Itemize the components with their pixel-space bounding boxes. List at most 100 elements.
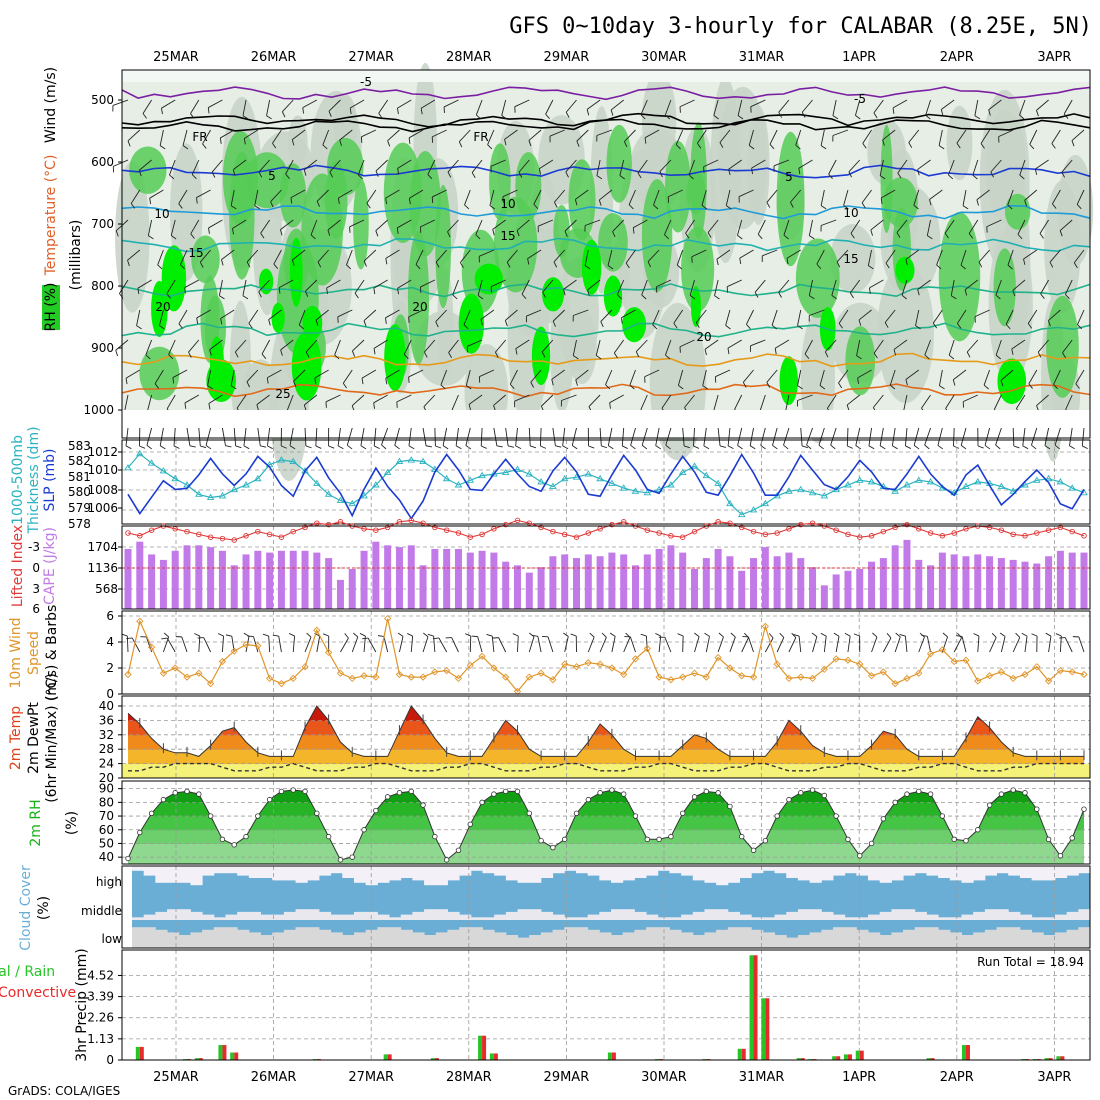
wind-barb-flag	[357, 174, 363, 180]
precip-ylabel-b: Convective	[0, 985, 76, 1001]
wind-barb	[1073, 249, 1085, 263]
wind-barb	[351, 394, 365, 407]
cloud-cell	[1066, 911, 1079, 920]
wind-barb-flag	[232, 169, 236, 176]
precip-total-bar	[749, 955, 754, 1060]
wind-barb	[415, 249, 424, 265]
lifted-index-point	[455, 530, 462, 536]
rh-point	[833, 813, 839, 819]
wind-barb-flag	[178, 323, 184, 329]
cape-bar	[962, 556, 970, 609]
wind-barb-flag	[751, 168, 753, 175]
wind-barb	[468, 394, 483, 405]
cape-bar	[372, 541, 380, 609]
wind-barb-flag	[714, 295, 720, 300]
cloud-cell	[575, 917, 589, 920]
cloud-cell	[190, 932, 203, 948]
wind-barb-flag	[528, 632, 535, 638]
wind-barb	[656, 279, 672, 288]
cloud-cell	[774, 866, 787, 874]
rh-point	[184, 788, 190, 795]
wind-barb-flag	[465, 633, 471, 637]
wind-barb	[208, 99, 223, 108]
wind-barb	[576, 129, 589, 142]
wind-barb-flag	[1061, 171, 1066, 178]
wind-barb-flag	[873, 112, 878, 119]
wind-barb-flag	[476, 114, 482, 120]
wind-barb-flag	[207, 107, 210, 114]
wind-barb	[455, 427, 459, 446]
wind-ylabel-c: (m/s) & Barbs	[44, 605, 60, 702]
wind-speed-point	[797, 673, 805, 681]
thickness-point	[1056, 478, 1065, 485]
wind-barb	[661, 394, 672, 409]
y-tick-label: 6	[106, 609, 114, 623]
wind-barb	[159, 427, 164, 446]
wind-barb-flag	[166, 293, 171, 299]
cloud-cell	[213, 866, 226, 874]
thickness-point	[442, 474, 451, 482]
rh-green-region	[407, 230, 430, 365]
thickness-point	[796, 485, 805, 493]
precip-total-bar	[194, 1058, 199, 1060]
wind-barb	[338, 189, 353, 199]
wind-speed-point	[466, 661, 474, 670]
wind-barb	[820, 189, 825, 206]
wind-barb	[564, 219, 577, 232]
rh-point	[408, 788, 414, 795]
wind-speed-point	[844, 656, 852, 664]
rh-point	[786, 796, 792, 803]
wind-barb	[196, 189, 211, 198]
wind-barb	[515, 339, 530, 349]
cloud-ylabel-b: (%)	[36, 896, 52, 920]
cloud-cell	[283, 911, 297, 920]
wind-barb	[208, 219, 223, 229]
top-date-label: 31MAR	[739, 50, 785, 65]
wind-speed-point	[360, 672, 368, 680]
cloud-cell	[342, 914, 355, 920]
wind-barb	[188, 339, 200, 353]
wind-barb-flag	[707, 232, 712, 238]
wind-barb	[913, 427, 920, 446]
wind-barb	[894, 636, 901, 653]
wind-speed-point	[443, 666, 451, 675]
wind-barb-flag	[820, 205, 827, 210]
thickness-point	[324, 490, 333, 497]
wind-speed-point	[985, 672, 994, 680]
wind-barb	[565, 99, 577, 113]
lifted-index-point	[1081, 533, 1087, 539]
thickness-point	[631, 487, 640, 494]
wind-barb	[644, 369, 660, 378]
wind-barb-flag	[1007, 264, 1013, 270]
wind-barb-flag	[1005, 324, 1011, 330]
wind-barb	[554, 189, 566, 203]
wind-barb-flag	[1069, 445, 1075, 450]
contour-label: FR	[473, 130, 488, 144]
cloud-cell	[622, 866, 635, 881]
wind-barb-flag	[475, 234, 481, 240]
wind-barb-flag	[625, 262, 630, 269]
wind-barb	[665, 339, 672, 356]
precip-conv-bar	[859, 1050, 864, 1060]
cape-bar	[525, 572, 533, 609]
wind-speed-point	[950, 657, 958, 666]
wind-barb	[953, 427, 955, 447]
wind-barb-flag	[157, 264, 163, 270]
cloud-cell	[377, 866, 390, 883]
wind-barb-flag	[984, 445, 991, 450]
wind-barb-flag	[219, 295, 225, 300]
wind-barb-flag	[563, 632, 569, 637]
wind-barb	[125, 369, 141, 379]
y-tick-label: 24	[99, 757, 114, 771]
wind-barb	[682, 427, 685, 446]
cloud-cell	[949, 866, 962, 881]
wind-barb-flag	[288, 633, 295, 637]
wind-barb-flag	[988, 109, 991, 116]
y-tick-label: 1012	[87, 445, 118, 459]
lifted-index-point	[1034, 530, 1040, 536]
wind-barb	[917, 159, 931, 170]
cloud-cell	[132, 927, 145, 948]
wind-barb-flag	[673, 323, 678, 329]
cloud-cell	[832, 866, 846, 876]
wind-barb	[146, 427, 153, 446]
